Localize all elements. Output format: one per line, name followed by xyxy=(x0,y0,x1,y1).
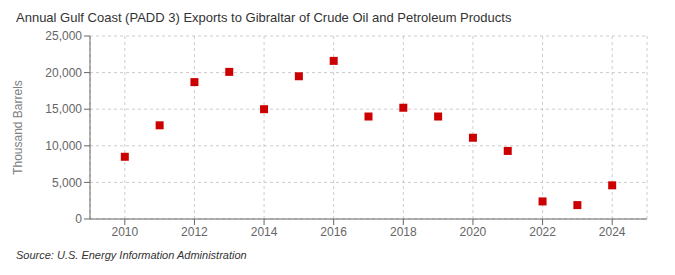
svg-text:15,000: 15,000 xyxy=(45,102,82,116)
svg-text:2024: 2024 xyxy=(599,225,626,239)
svg-text:2018: 2018 xyxy=(390,225,417,239)
svg-text:2012: 2012 xyxy=(181,225,208,239)
svg-text:10,000: 10,000 xyxy=(45,139,82,153)
svg-text:2022: 2022 xyxy=(529,225,556,239)
svg-text:2016: 2016 xyxy=(320,225,347,239)
html-text:Annual Gulf Coast (PADD 3) Exp: Annual Gulf Coast (PADD 3) Exports to Gi… xyxy=(16,10,512,25)
svg-text:5,000: 5,000 xyxy=(52,176,82,190)
html-text:Source: U.S. Energy Informatio: Source: U.S. Energy Information Administ… xyxy=(16,249,247,261)
svg-text:20,000: 20,000 xyxy=(45,66,82,80)
svg-text:2014: 2014 xyxy=(251,225,278,239)
svg-text:2020: 2020 xyxy=(460,225,487,239)
svg-text:0: 0 xyxy=(75,212,82,226)
svg-text:Thousand Barrels: Thousand Barrels xyxy=(11,80,25,175)
svg-text:25,000: 25,000 xyxy=(45,29,82,43)
svg-text:2010: 2010 xyxy=(111,225,138,239)
